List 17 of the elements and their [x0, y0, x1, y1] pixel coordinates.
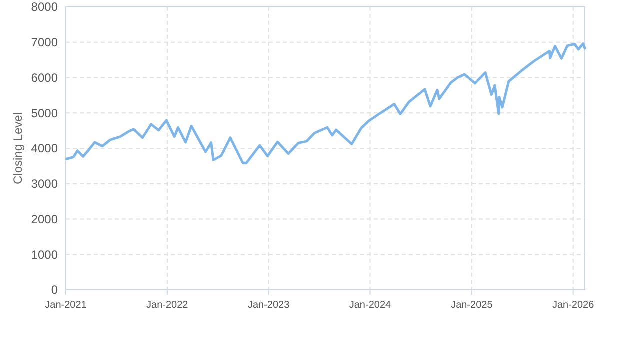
line-series: [66, 42, 586, 165]
x-tick-label: Jan-2024: [349, 300, 392, 311]
x-tick-label: Jan-2021: [45, 300, 88, 311]
y-tick-label: 2000: [31, 212, 58, 226]
y-axis-title: Closing Level: [11, 112, 25, 185]
y-tick-label: 8000: [31, 0, 58, 14]
x-tick-label: Jan-2025: [451, 300, 494, 311]
y-tick-label: 7000: [31, 36, 58, 50]
y-tick-label: 3000: [31, 177, 58, 192]
y-tick-label: 1000: [31, 248, 58, 262]
x-tick-label: Jan-2026: [552, 300, 595, 311]
y-tick-label: 0: [51, 283, 58, 298]
y-tick-label: 6000: [31, 70, 58, 85]
y-tick-label: 5000: [31, 106, 58, 120]
x-tick-label: Jan-2023: [248, 300, 290, 311]
y-tick-label: 4000: [31, 142, 58, 156]
x-tick-label: Jan-2022: [146, 300, 189, 311]
